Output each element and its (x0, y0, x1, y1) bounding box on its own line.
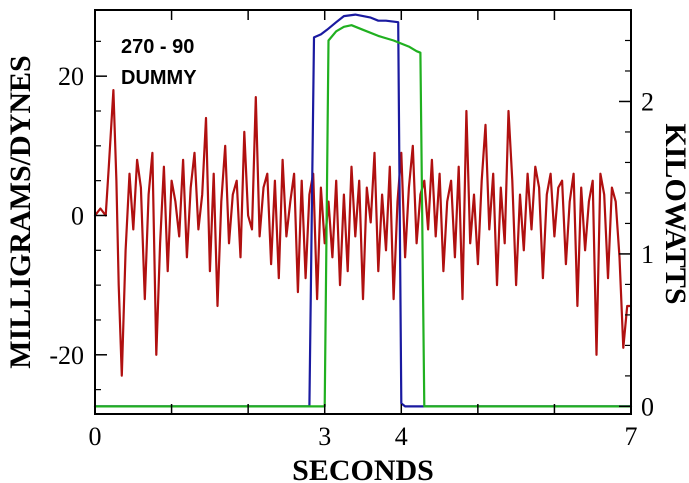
x-tick-label: 7 (625, 422, 638, 451)
y-tick-label: -20 (49, 341, 84, 370)
series-line-3 (93, 24, 633, 408)
y-tick-label: 0 (71, 201, 84, 230)
x-tick-label: 3 (318, 422, 331, 451)
x-tick-label: 4 (395, 422, 408, 451)
annotation-line-2: DUMMY (121, 67, 197, 89)
y-axis-title: MILLIGRAMS/DYNES (4, 55, 37, 368)
y2-tick-label: 2 (641, 87, 654, 116)
y2-axis-title: KILOWATTS (659, 123, 689, 304)
ticks-layer: 0 3 4 7 -20 0 20 0 1 2 (49, 10, 654, 451)
series-line-1 (93, 88, 633, 377)
plot-frame (94, 9, 632, 415)
x-axis-title: SECONDS (292, 454, 434, 483)
annotation-line-1: 270 - 90 (121, 36, 194, 58)
y2-tick-label: 0 (641, 392, 654, 421)
y-tick-label: 20 (58, 62, 84, 91)
series-layer (93, 13, 633, 408)
x-tick-label: 0 (89, 422, 102, 451)
y2-tick-label: 1 (641, 240, 654, 269)
